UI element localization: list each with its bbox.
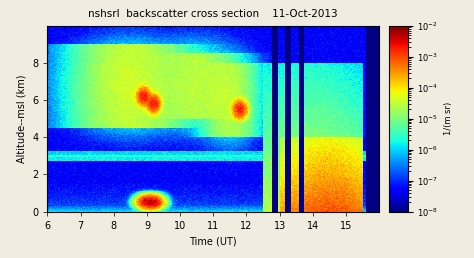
Title: nshsrl  backscatter cross section    11-Oct-2013: nshsrl backscatter cross section 11-Oct-… <box>89 10 338 19</box>
Y-axis label: Altitude--msl (km): Altitude--msl (km) <box>17 74 27 163</box>
Y-axis label: 1/(m sr): 1/(m sr) <box>444 102 453 135</box>
X-axis label: Time (UT): Time (UT) <box>190 236 237 246</box>
